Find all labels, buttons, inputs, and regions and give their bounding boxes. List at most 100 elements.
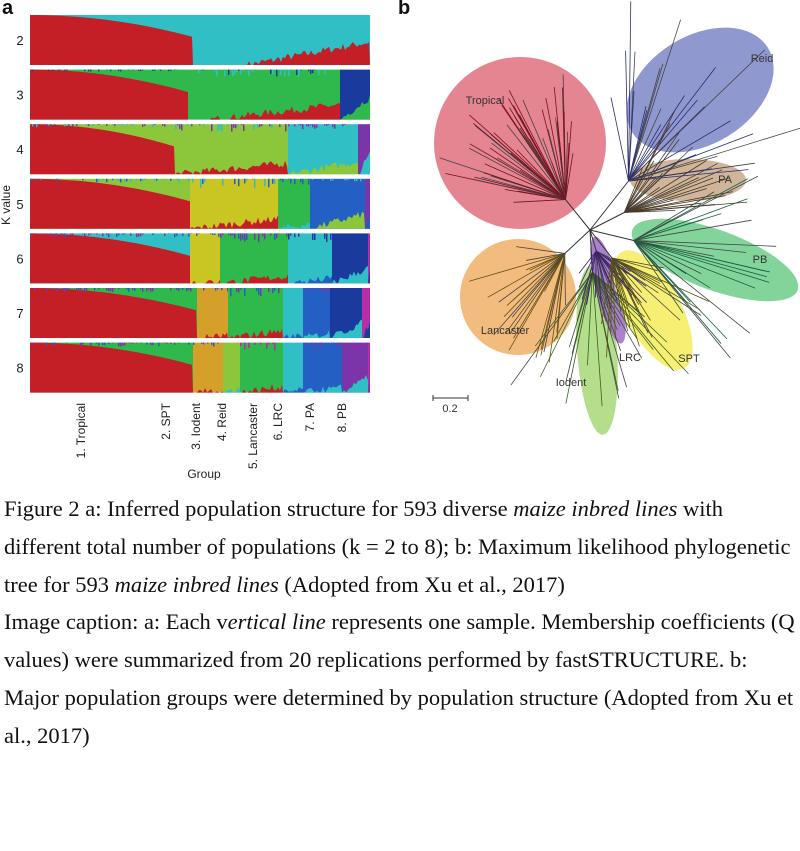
structure-plot: 2 3 4 5 6 7 8 K value 1. Tropical 2. SPT 3. Iodent… (0, 15, 370, 480)
structure-noise-line (321, 342, 323, 347)
structure-noise-line (221, 288, 223, 291)
structure-noise-line (188, 178, 190, 182)
structure-noise-line (285, 124, 287, 132)
structure-noise-line (211, 124, 213, 132)
structure-noise-line (305, 342, 307, 346)
tree-branch (589, 229, 613, 259)
structure-noise-line (68, 124, 70, 127)
structure-noise-line (126, 124, 128, 126)
structure-noise-line (356, 178, 358, 182)
tree-branch (592, 271, 643, 359)
structure-noise-line (88, 124, 90, 126)
structure-noise-line (227, 288, 229, 292)
structure-noise-line (254, 178, 256, 188)
tree-branch (624, 202, 702, 213)
structure-noise-line (118, 342, 120, 347)
structure-noise-line (118, 178, 120, 182)
structure-noise-line (102, 178, 104, 181)
structure-membership-area (330, 319, 362, 338)
structure-noise-line (50, 233, 52, 236)
tree-branch (592, 271, 645, 318)
structure-noise-line (253, 124, 255, 130)
structure-noise-line (204, 178, 206, 183)
structure-row-k6 (30, 233, 370, 284)
structure-noise-line (211, 342, 213, 345)
tree-branch (628, 106, 647, 182)
structure-noise-line (110, 69, 112, 72)
structure-noise-line (181, 124, 183, 131)
structure-noise-line (342, 124, 344, 127)
structure-noise-line (199, 124, 201, 126)
structure-noise-line (182, 288, 184, 290)
structure-noise-line (228, 69, 230, 75)
structure-membership-area (283, 387, 303, 393)
structure-noise-line (152, 288, 154, 292)
tree-branch (624, 188, 707, 213)
structure-noise-line (258, 288, 260, 295)
structure-membership-area (30, 124, 175, 175)
structure-noise-line (236, 288, 238, 292)
tree-branch (589, 212, 625, 231)
structure-noise-line (284, 69, 286, 77)
structure-noise-line (264, 178, 266, 187)
structure-noise-line (207, 342, 209, 344)
structure-noise-line (312, 69, 314, 74)
structure-noise-line (324, 69, 326, 75)
tree-branch (578, 250, 597, 274)
structure-noise-line (248, 69, 250, 76)
cluster-label-spt: SPT (678, 353, 700, 365)
structure-noise-line (90, 342, 92, 346)
structure-membership-area (228, 328, 283, 338)
tree-branch (545, 97, 566, 200)
structure-noise-line (230, 288, 232, 297)
structure-noise-line (68, 288, 70, 290)
tree-branch (513, 199, 566, 203)
caption-italic: maize inbred lines (513, 496, 678, 521)
structure-noise-line (122, 124, 124, 126)
tree-branch (565, 271, 593, 404)
tree-branch (633, 198, 748, 241)
tree-branch (565, 153, 574, 200)
structure-noise-line (238, 233, 240, 239)
structure-noise-line (112, 178, 114, 181)
structure-noise-line (230, 233, 232, 236)
structure-noise-line (271, 124, 273, 129)
structure-noise-line (324, 124, 326, 126)
tree-branch (506, 124, 566, 200)
tree-branch (624, 191, 734, 213)
structure-noise-line (76, 288, 78, 291)
tree-branch (611, 257, 681, 321)
tree-branch (628, 99, 698, 182)
structure-noise-line (254, 233, 256, 240)
structure-noise-line (274, 178, 276, 184)
structure-noise-line (230, 69, 232, 72)
structure-noise-line (46, 288, 48, 292)
caption-italic: maize inbred lines (114, 571, 279, 597)
cluster-label-iodent: Iodent (556, 377, 587, 389)
structure-membership-area (288, 275, 332, 284)
structure-noise-line (54, 124, 56, 127)
tree-branch (568, 271, 593, 348)
structure-noise-line (86, 124, 88, 126)
structure-noise-line (140, 288, 142, 290)
structure-row-k4 (30, 124, 370, 175)
structure-noise-line (234, 69, 236, 75)
tree-branch (623, 138, 680, 213)
structure-membership-area (30, 233, 190, 284)
structure-noise-line (187, 124, 189, 126)
structure-noise-line (321, 288, 323, 290)
structure-noise-line (322, 178, 324, 181)
structure-noise-line (82, 178, 84, 181)
structure-noise-line (112, 342, 114, 344)
structure-noise-line (255, 124, 257, 126)
structure-noise-line (164, 124, 166, 127)
structure-noise-line (262, 233, 264, 237)
panel-a-label: a (2, 0, 14, 19)
structure-noise-line (314, 233, 316, 241)
structure-membership-area (197, 332, 228, 338)
structure-noise-line (144, 124, 146, 127)
tree-branch (611, 257, 616, 339)
structure-noise-line (62, 233, 64, 237)
tree-branch (624, 160, 707, 213)
structure-noise-line (186, 288, 188, 292)
